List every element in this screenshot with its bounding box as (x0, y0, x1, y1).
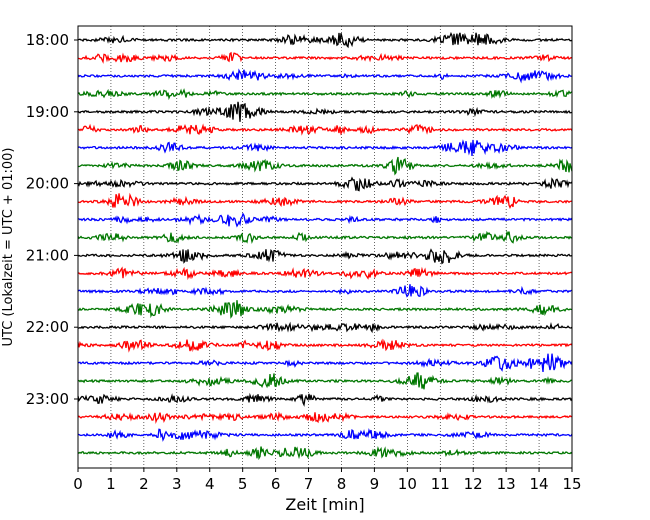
x-tick-label: 2 (139, 475, 149, 493)
y-tick-label: 22:00 (26, 318, 69, 336)
trace-2015 (77, 192, 573, 210)
x-tick-label: 5 (238, 475, 248, 493)
seismogram-traces (77, 31, 573, 461)
trace-2130 (77, 284, 573, 298)
trace-1930 (77, 139, 573, 156)
y-tick-label: 20:00 (26, 175, 69, 193)
plot-frame (77, 25, 573, 469)
x-tick-label: 11 (431, 475, 450, 493)
trace-1800 (77, 31, 573, 49)
x-axis-label: Zeit [min] (285, 495, 364, 514)
x-axis-ticks: 0 1 2 3 4 5 6 7 8 9 10 11 12 13 14 15 (73, 468, 582, 493)
trace-1945 (77, 156, 573, 176)
y-tick-label: 18:00 (26, 31, 69, 49)
y-tick-label: 23:00 (26, 390, 69, 408)
plot-background (78, 26, 572, 468)
trace-2200 (77, 321, 573, 334)
trace-2300 (77, 392, 573, 407)
x-tick-label: 9 (370, 475, 380, 493)
trace-2115 (77, 266, 573, 281)
trace-2000 (77, 176, 573, 192)
x-tick-label: 6 (271, 475, 281, 493)
trace-2215 (77, 338, 573, 353)
y-tick-label: 19:00 (26, 103, 69, 121)
x-tick-label: 10 (398, 475, 417, 493)
trace-2030 (77, 212, 573, 228)
trace-1845 (77, 88, 573, 101)
x-tick-label: 7 (304, 475, 314, 493)
x-tick-label: 0 (73, 475, 83, 493)
trace-2315 (77, 411, 573, 424)
x-tick-label: 12 (464, 475, 483, 493)
trace-2045 (77, 230, 573, 244)
y-axis-ticks: 18:00 19:00 20:00 21:00 22:00 23:00 (26, 31, 78, 408)
x-tick-label: 15 (562, 475, 581, 493)
x-tick-label: 3 (172, 475, 182, 493)
trace-2230 (77, 353, 573, 372)
trace-1815 (77, 51, 573, 64)
trace-1900 (77, 101, 573, 122)
trace-2330 (77, 428, 573, 442)
trace-2100 (77, 248, 573, 265)
trace-1915 (77, 123, 573, 136)
x-tick-label: 4 (205, 475, 215, 493)
y-tick-label: 21:00 (26, 246, 69, 264)
trace-2145 (77, 300, 573, 319)
trace-1830 (77, 68, 573, 84)
y-axis-label: UTC (Lokalzeit = UTC + 01:00) (1, 148, 16, 347)
x-tick-label: 13 (497, 475, 516, 493)
trace-2345 (77, 445, 573, 461)
x-tick-label: 8 (337, 475, 347, 493)
x-tick-label: 1 (106, 475, 116, 493)
trace-2245 (77, 372, 573, 390)
x-tick-label: 14 (530, 475, 549, 493)
